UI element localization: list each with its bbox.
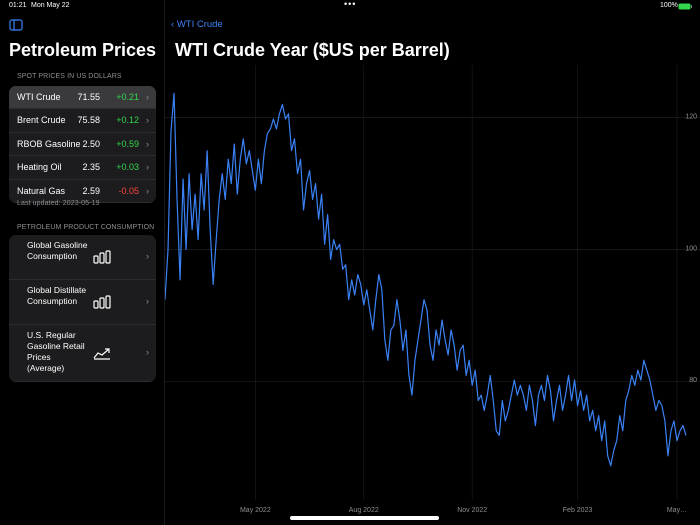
status-time: 01:21 <box>9 2 27 9</box>
x-tick-label: May 2022 <box>240 507 271 514</box>
sidebar: Petroleum Prices SPOT PRICES IN US DOLLA… <box>0 0 165 525</box>
chevron: › <box>146 347 149 357</box>
price-change: +0.59 <box>116 138 139 149</box>
price: 71.55 <box>77 92 100 102</box>
spot-price-row[interactable]: Brent Crude 75.58 +0.12 › <box>9 109 156 133</box>
home-indicator <box>290 516 439 520</box>
chevron: › <box>146 162 149 173</box>
x-tick-label: May… <box>667 507 687 514</box>
price-change: +0.21 <box>116 92 139 102</box>
price: 2.59 <box>82 185 100 196</box>
section-header: SPOT PRICES IN US DOLLARS <box>17 73 122 80</box>
commodity-name: WTI Crude <box>17 92 61 102</box>
spot-price-list: WTI Crude 71.55 +0.21 › Brent Crude 75.58 +0.1… <box>9 86 156 203</box>
price: 2.50 <box>82 138 100 149</box>
commodity-name: Brent Crude <box>17 115 66 126</box>
chevron: › <box>146 185 149 196</box>
y-tick-label: 100 <box>685 245 697 252</box>
back-button[interactable]: ‹ WTI Crude <box>171 19 223 30</box>
back-label[interactable]: WTI Crude <box>176 19 223 30</box>
chart-title: WTI Crude Year ($US per Barrel) <box>175 40 450 60</box>
y-tick-label: 80 <box>689 377 697 384</box>
consumption-row[interactable]: Global Distillate Consumption › <box>9 280 156 325</box>
x-tick-label: Aug 2022 <box>349 507 379 514</box>
consumption-label: Global Distillate Consumption <box>27 285 87 306</box>
commodity-name: Natural Gas <box>17 185 66 196</box>
price-change: -0.05 <box>118 185 139 196</box>
price: 75.58 <box>77 115 100 126</box>
spot-price-row[interactable]: Heating Oil 2.35 +0.03 › <box>9 156 156 180</box>
consumption-icon <box>93 348 110 360</box>
battery-level: 100% <box>660 2 678 9</box>
spot-price-row[interactable]: WTI Crude 71.55 +0.21 › <box>9 86 156 110</box>
consumption-list: Global Gasoline Consumption › Global Disti… <box>9 235 156 382</box>
chevron: › <box>146 296 149 306</box>
commodity-name: Heating Oil <box>17 162 62 173</box>
consumption-icon <box>93 250 111 264</box>
spot-price-row[interactable]: Natural Gas 2.59 -0.05 › <box>9 180 156 203</box>
x-tick-label: Feb 2023 <box>563 507 593 514</box>
status-date: Mon May 22 <box>31 2 70 9</box>
price-change: +0.03 <box>116 162 139 173</box>
consumption-row[interactable]: Global Gasoline Consumption › <box>9 235 156 280</box>
spot-price-row[interactable]: RBOB Gasoline 2.50 +0.59 › <box>9 133 156 157</box>
price: 2.35 <box>82 162 100 173</box>
sidebar-toggle[interactable] <box>9 19 23 31</box>
consumption-icon <box>93 295 111 309</box>
chevron: › <box>146 92 149 102</box>
battery-icon <box>678 3 692 10</box>
price-line <box>165 92 687 467</box>
chevron: › <box>146 115 149 126</box>
consumption-label: U.S. Regular Gasoline Retail Prices (Ave… <box>27 330 85 373</box>
last-updated: Last updated: 2023-05-19 <box>17 200 100 207</box>
section-header: PETROLEUM PRODUCT CONSUMPTION <box>17 224 155 231</box>
chart: 80 100 120 May 2022 Aug 2022 Nov 2022 Feb 2023… <box>165 65 700 514</box>
chevron: › <box>146 138 149 149</box>
sidebar-title: Petroleum Prices <box>9 40 157 60</box>
x-tick-label: Nov 2022 <box>457 507 487 514</box>
consumption-row[interactable]: U.S. Regular Gasoline Retail Prices (Ave… <box>9 325 156 382</box>
commodity-name: RBOB Gasoline <box>17 138 81 149</box>
y-tick-label: 120 <box>685 114 697 121</box>
multitask-dots[interactable]: ••• <box>344 0 357 9</box>
price-change: +0.12 <box>116 115 139 126</box>
chevron: › <box>146 251 149 261</box>
consumption-label: Global Gasoline Consumption <box>27 240 88 261</box>
